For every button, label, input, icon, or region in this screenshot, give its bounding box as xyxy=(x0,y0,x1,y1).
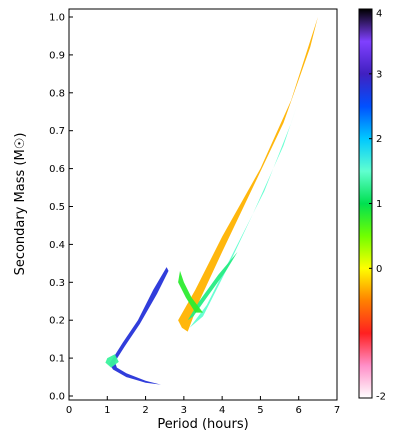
x-tick-label: 6 xyxy=(296,405,302,416)
density-region-3 xyxy=(178,270,203,313)
colorbar-tick-label: 2 xyxy=(376,134,382,145)
y-tick-label: 0.7 xyxy=(49,126,65,137)
x-axis-ticks: 0 1 2 3 4 5 6 7 xyxy=(66,396,340,416)
y-tick-label: 0.0 xyxy=(49,392,65,403)
colorbar-tick-label: 0 xyxy=(376,264,382,275)
y-tick-label: 0.5 xyxy=(49,202,65,213)
x-tick-label: 3 xyxy=(181,405,187,416)
density-regions xyxy=(105,17,318,385)
y-tick-label: 0.8 xyxy=(49,88,65,99)
x-tick-label: 1 xyxy=(104,405,110,416)
y-tick-label: 0.2 xyxy=(49,316,65,327)
y-tick-label: 0.1 xyxy=(49,354,65,365)
density-region-5 xyxy=(105,354,119,368)
density-region-4 xyxy=(109,267,169,385)
y-tick-label: 0.3 xyxy=(49,278,65,289)
x-tick-label: 7 xyxy=(334,405,340,416)
y-tick-label: 0.6 xyxy=(49,164,65,175)
y-axis-title: Secondary Mass (M☉) xyxy=(13,133,28,276)
colorbar-ticks: -2 0 1 2 3 4 xyxy=(369,8,386,403)
colorbar-tick-label: 4 xyxy=(376,9,382,20)
y-tick-label: 0.4 xyxy=(49,240,65,251)
x-tick-label: 0 xyxy=(66,405,72,416)
y-tick-label: 1.0 xyxy=(49,13,65,24)
x-axis-title: Period (hours) xyxy=(157,417,248,432)
x-tick-label: 5 xyxy=(257,405,263,416)
density-region-2 xyxy=(187,252,238,321)
colorbar-tick-label: -2 xyxy=(376,392,386,403)
x-tick-label: 4 xyxy=(219,405,225,416)
colorbar-tick-label: 1 xyxy=(376,199,382,210)
colorbar-tick-label: 3 xyxy=(376,69,382,80)
plot-area xyxy=(68,8,338,401)
y-tick-label: 0.9 xyxy=(49,50,65,61)
y-axis-ticks: 0.0 0.1 0.2 0.3 0.4 0.5 0.6 0.7 0.8 0.9 1.0 xyxy=(49,13,73,403)
x-tick-label: 2 xyxy=(142,405,148,416)
